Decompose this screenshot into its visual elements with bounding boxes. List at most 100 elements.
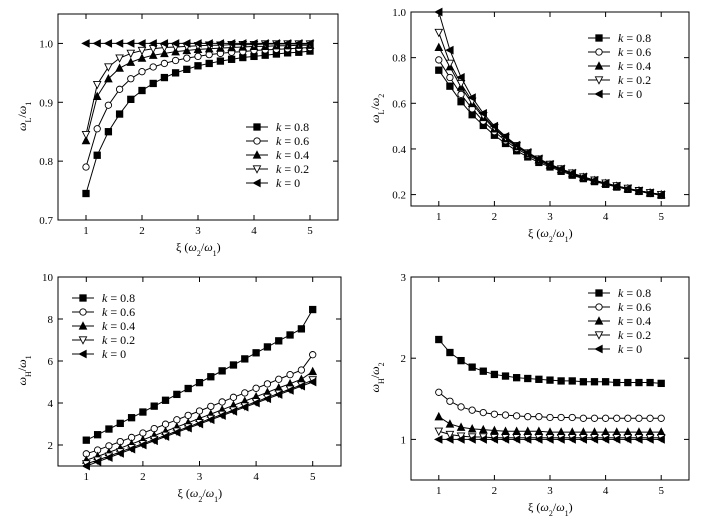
data-point	[150, 402, 158, 410]
data-point	[512, 412, 521, 420]
legend-marker	[252, 165, 262, 174]
data-point	[207, 373, 215, 381]
data-point	[645, 435, 654, 444]
legend-label: k = 0.2	[276, 162, 309, 176]
data-point	[195, 378, 204, 387]
legend-label: k = 0.4	[276, 148, 309, 162]
data-point	[204, 39, 213, 48]
data-point	[228, 407, 238, 416]
data-point	[546, 413, 554, 422]
data-point	[601, 378, 610, 386]
data-point	[634, 186, 643, 196]
y-axis-label: ωL/ω2	[368, 94, 386, 123]
data-point	[226, 39, 236, 48]
data-point	[182, 39, 191, 48]
data-point	[446, 82, 454, 90]
data-point	[229, 361, 238, 369]
y-tick-label: 2	[48, 440, 54, 452]
data-point	[490, 370, 499, 379]
legend-label: k = 0.2	[618, 73, 651, 87]
data-point	[309, 351, 317, 359]
data-point	[611, 181, 621, 191]
y-tick-label: 6	[48, 356, 54, 368]
data-point	[478, 435, 487, 444]
data-point	[195, 407, 204, 415]
data-point	[282, 39, 292, 48]
y-tick-label: 0.4	[392, 144, 406, 156]
data-point	[445, 419, 455, 428]
data-point	[115, 63, 124, 72]
data-point	[148, 50, 158, 59]
legend-marker	[78, 336, 88, 345]
legend-label: k = 0.4	[618, 59, 651, 73]
data-point	[434, 435, 443, 444]
legend: k = 0.8k = 0.6k = 0.4k = 0.2k = 0	[72, 291, 135, 361]
data-point	[160, 48, 169, 58]
data-point	[104, 128, 113, 136]
data-point	[490, 425, 499, 435]
data-point	[524, 413, 532, 421]
data-point	[535, 413, 543, 421]
legend-marker	[79, 294, 87, 302]
data-point	[501, 411, 510, 419]
data-point	[184, 384, 192, 393]
legend-label: k = 0.6	[276, 134, 309, 148]
y-tick-label: 10	[42, 272, 54, 284]
data-point	[115, 449, 124, 458]
legend-label: k = 0.8	[276, 120, 309, 134]
data-point	[194, 62, 202, 70]
data-point	[645, 188, 654, 198]
data-point	[456, 72, 465, 82]
x-tick-label: 2	[492, 211, 498, 223]
data-point	[218, 398, 226, 406]
y-axis-label: ωL/ω1	[15, 102, 33, 131]
x-tick-label: 4	[251, 225, 257, 237]
y-tick-label: 0.6	[392, 98, 406, 110]
data-point	[194, 419, 204, 429]
legend: k = 0.8k = 0.6k = 0.4k = 0.2k = 0	[588, 31, 651, 101]
data-point	[434, 427, 444, 437]
data-point	[522, 148, 532, 157]
data-point	[434, 28, 444, 38]
data-point	[92, 91, 102, 101]
data-point	[589, 175, 599, 185]
data-point	[446, 348, 454, 357]
legend-marker	[594, 89, 603, 99]
data-point	[445, 59, 455, 69]
data-point	[126, 49, 136, 59]
data-point	[446, 73, 454, 82]
data-point	[137, 53, 147, 62]
legend-marker	[78, 349, 87, 359]
data-point	[104, 73, 113, 83]
legend-label: k = 0	[276, 176, 300, 190]
x-axis-label: ξ (ω2/ω1)	[178, 486, 223, 504]
y-tick-label: 4	[48, 398, 54, 410]
data-point	[456, 435, 465, 444]
data-point	[81, 39, 90, 48]
data-point	[457, 403, 465, 411]
x-tick-label: 5	[658, 485, 664, 497]
data-point	[467, 424, 477, 433]
data-point	[567, 435, 576, 444]
y-tick-label: 1.0	[392, 7, 406, 19]
legend-marker	[252, 150, 262, 159]
data-point	[545, 159, 554, 169]
data-point	[435, 56, 443, 64]
data-point	[478, 424, 488, 434]
y-tick-label: 0.9	[39, 97, 53, 109]
data-point	[81, 461, 90, 471]
data-point	[489, 121, 499, 131]
data-point	[92, 39, 101, 48]
data-point	[578, 435, 588, 444]
data-point	[92, 457, 102, 467]
data-point	[446, 397, 454, 405]
data-point	[611, 435, 621, 444]
x-tick-label: 3	[547, 211, 553, 223]
data-point	[115, 110, 124, 118]
x-tick-label: 5	[307, 225, 313, 237]
data-point	[273, 390, 283, 399]
data-point	[635, 378, 643, 387]
chart-panel-2: 1 2 3 4 5 0.2 0.4 0.6 0.8 1.0 ξ (ω2/ω1) ωL/ω2 k = 0.…	[368, 7, 690, 244]
data-point	[160, 73, 169, 82]
legend-label: k = 0	[618, 342, 642, 356]
